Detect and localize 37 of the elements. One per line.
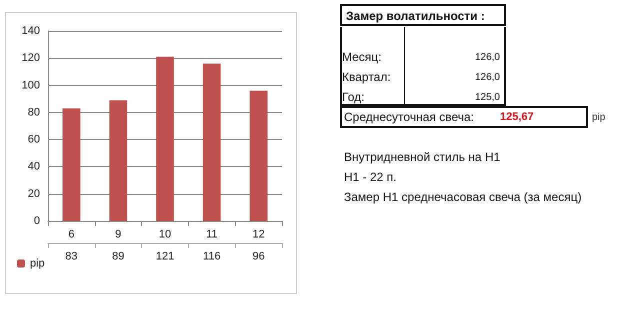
data-label: 89 [112, 250, 124, 262]
y-tick-label: 140 [22, 25, 40, 37]
bar [156, 56, 174, 221]
x-tick-label: 9 [115, 228, 122, 240]
bar [62, 108, 80, 221]
text: Месяц: [342, 50, 382, 64]
text: Замер волатильности : [340, 4, 506, 26]
x-tick-label: 11 [206, 228, 218, 240]
y-tick-label: 120 [22, 52, 40, 64]
data-label: 96 [252, 250, 265, 262]
legend-label: pip [30, 258, 45, 270]
text: 125,67 [500, 111, 534, 123]
text: Замер H1 среднечасовая свеча (за месяц) [344, 190, 582, 204]
data-label: 83 [65, 250, 78, 262]
text: 126,0 [474, 52, 500, 63]
text: H1 - 22 п. [344, 170, 397, 184]
y-tick-label: 40 [28, 160, 40, 173]
y-tick-label: 80 [28, 106, 40, 118]
x-tick-label: 12 [252, 228, 265, 240]
y-tick-label: 20 [28, 188, 40, 200]
x-tick-label: 6 [68, 228, 74, 240]
data-label: 116 [203, 250, 221, 262]
bar [109, 100, 128, 221]
text: pip [592, 112, 606, 123]
x-tick-label: 10 [158, 228, 172, 240]
bar [202, 64, 221, 221]
y-tick-label: 100 [22, 79, 40, 92]
text: 126,0 [474, 72, 500, 83]
text: Внутридневной стиль на H1 [344, 150, 500, 164]
y-tick-label: 60 [28, 134, 40, 146]
text: Среднесуточная свеча: [344, 110, 474, 124]
text: Год: [342, 90, 364, 104]
text: Квартал: [342, 70, 391, 84]
bar [250, 90, 268, 221]
y-tick-label: 0 [34, 215, 40, 227]
text: 125,0 [474, 92, 500, 103]
data-label: 121 [156, 250, 174, 262]
